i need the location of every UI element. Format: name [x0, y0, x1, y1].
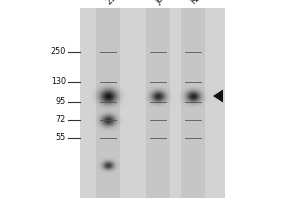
Text: 250: 250	[51, 47, 66, 56]
Text: 95: 95	[56, 98, 66, 106]
Text: 55: 55	[56, 134, 66, 142]
Text: 293T/17: 293T/17	[103, 0, 133, 6]
Text: 72: 72	[56, 116, 66, 124]
Text: 130: 130	[51, 77, 66, 86]
Polygon shape	[213, 90, 223, 102]
Text: Jurkat: Jurkat	[154, 0, 176, 6]
Text: Raji: Raji	[189, 0, 206, 6]
